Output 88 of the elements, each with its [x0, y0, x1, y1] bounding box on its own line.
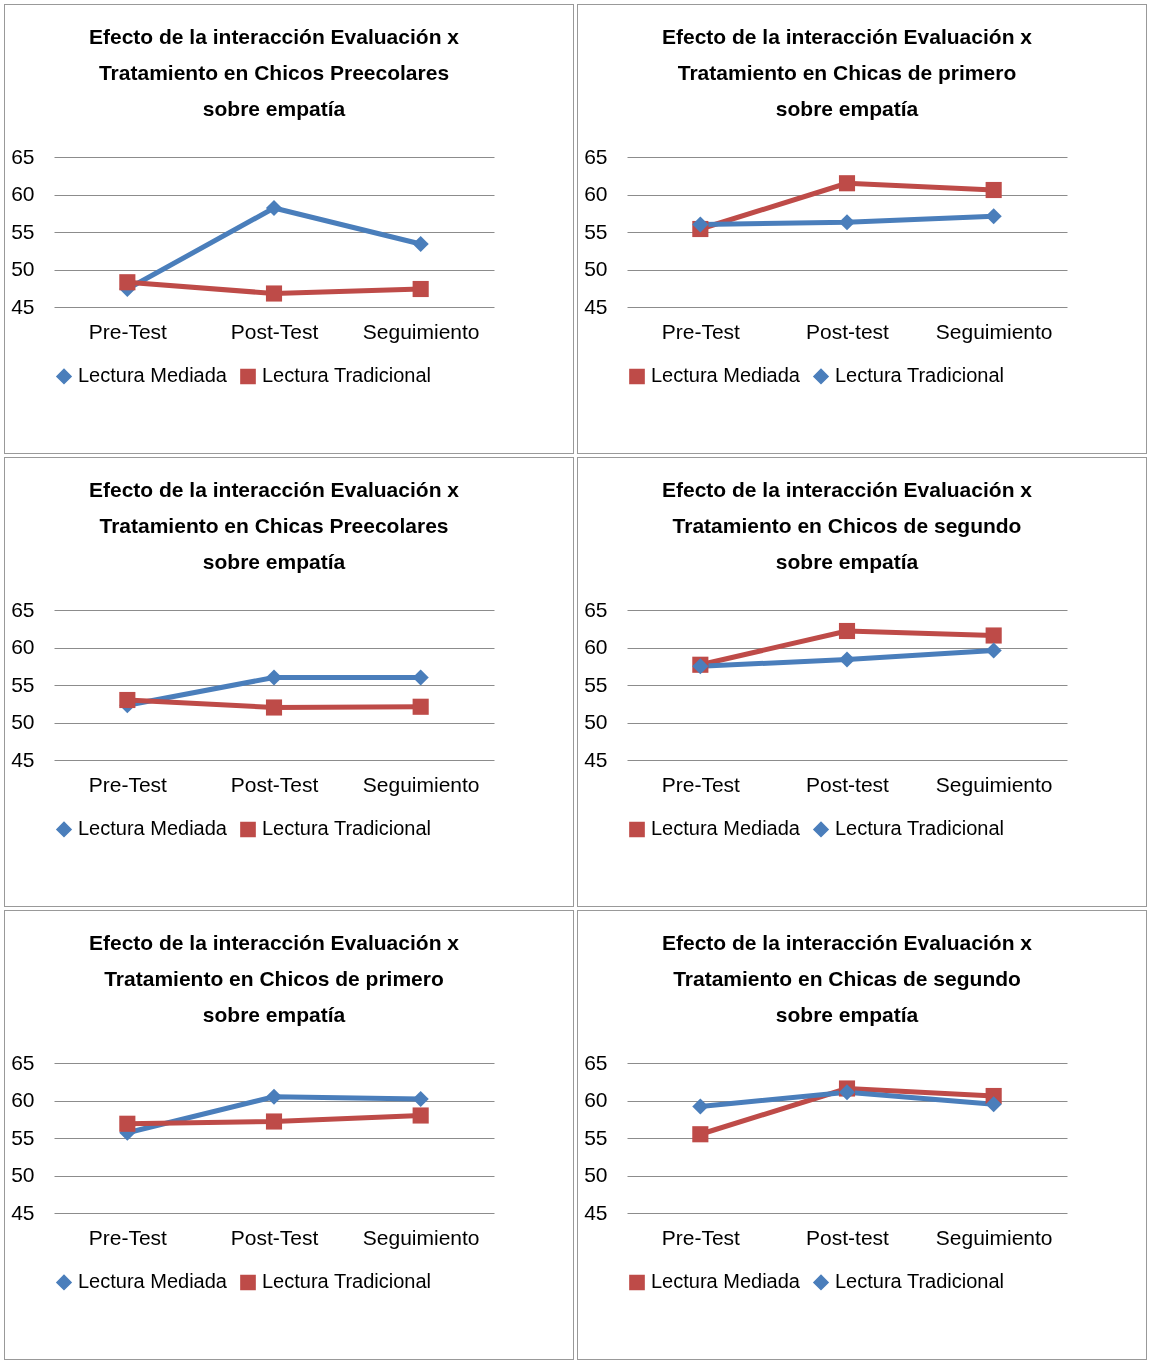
x-tick-label: Post-Test — [230, 772, 319, 796]
point — [985, 1096, 1002, 1113]
y-tick-label: 65 — [584, 1050, 608, 1074]
y-tick-label: 50 — [11, 257, 35, 280]
x-tick-label: Seguimiento — [935, 319, 1053, 343]
point — [119, 1115, 136, 1132]
chart-title: Efecto de la interacción Evaluación x Tratamiento en Chicas Preecolares sobre empatía — [89, 478, 460, 573]
y-tick-label: 65 — [11, 1050, 35, 1074]
legend-label: Lectura Mediada — [651, 364, 801, 387]
chart-title: Efecto de la interacción Evaluación x Tratamiento en Chicos de primero sobre empatía — [89, 931, 460, 1026]
point — [838, 651, 856, 668]
y-tick-label: 50 — [11, 710, 35, 733]
point — [412, 1107, 429, 1124]
x-tick-label: Post-Test — [230, 319, 319, 343]
point — [119, 274, 136, 291]
x-tick-label: Pre-Test — [661, 319, 741, 343]
x-tick-label: Seguimiento — [362, 772, 480, 796]
y-tick-label: 50 — [584, 257, 608, 280]
y-tick-label: 55 — [11, 219, 35, 243]
y-tick-label: 45 — [11, 1200, 35, 1224]
point — [692, 1126, 709, 1143]
y-tick-label: 55 — [584, 1125, 608, 1149]
legend-label: Lectura Tradicional — [835, 817, 1004, 840]
legend-label: Lectura Mediada — [78, 1270, 228, 1293]
y-tick-label: 50 — [584, 1163, 608, 1186]
y-tick-label: 45 — [11, 294, 35, 318]
point — [838, 622, 856, 640]
chart-title: Efecto de la interacción Evaluación x Tratamiento en Chicos Preecolares sobre empatía — [89, 25, 460, 120]
point — [985, 627, 1002, 644]
x-tick-label: Pre-Test — [88, 772, 168, 796]
y-tick-label: 60 — [584, 182, 608, 205]
y-tick-label: 45 — [584, 1200, 608, 1224]
point — [985, 642, 1002, 659]
y-tick-label: 55 — [11, 1125, 35, 1149]
point — [985, 181, 1002, 199]
y-tick-label: 50 — [584, 710, 608, 733]
point — [119, 691, 136, 709]
x-tick-label: Pre-Test — [88, 1225, 168, 1249]
x-tick-label: Seguimiento — [935, 1225, 1053, 1249]
x-tick-label: Seguimiento — [362, 1225, 480, 1249]
y-tick-label: 65 — [584, 144, 608, 168]
y-tick-label: 65 — [11, 597, 35, 621]
x-tick-label: Post-Test — [230, 1225, 319, 1249]
y-tick-label: 60 — [11, 182, 35, 205]
x-tick-label: Pre-Test — [661, 772, 741, 796]
x-tick-label: Post-test — [806, 1225, 890, 1249]
point — [692, 216, 709, 233]
y-tick-label: 45 — [584, 747, 608, 771]
x-tick-label: Post-test — [806, 772, 890, 796]
legend-label: Lectura Tradicional — [262, 364, 431, 387]
y-tick-label: 60 — [11, 1088, 35, 1111]
y-tick-label: 65 — [11, 144, 35, 168]
chart-title: Efecto de la interacción Evaluación x Tratamiento en Chicas de primero sobre empatía — [662, 25, 1033, 120]
x-tick-label: Pre-Test — [88, 319, 168, 343]
point — [265, 285, 283, 302]
legend-label: Lectura Tradicional — [262, 817, 431, 840]
y-tick-label: 60 — [11, 635, 35, 658]
point — [838, 175, 856, 192]
y-tick-label: 50 — [11, 1163, 35, 1186]
point — [265, 199, 283, 217]
x-tick-label: Seguimiento — [362, 319, 480, 343]
legend-label: Lectura Tradicional — [262, 1270, 431, 1293]
point — [265, 1113, 283, 1130]
legend-label: Lectura Mediada — [651, 817, 801, 840]
legend-label: Lectura Tradicional — [835, 364, 1004, 387]
y-tick-label: 45 — [584, 294, 608, 318]
y-tick-label: 55 — [584, 219, 608, 243]
y-tick-label: 55 — [584, 672, 608, 696]
legend-label: Lectura Mediada — [78, 817, 228, 840]
chart-title: Efecto de la interacción Evaluación x Tratamiento en Chicas de segundo sobre empatía — [662, 931, 1033, 1026]
legend-label: Lectura Mediada — [651, 1270, 801, 1293]
point — [412, 280, 429, 298]
y-tick-label: 60 — [584, 635, 608, 658]
x-tick-label: Post-test — [806, 319, 890, 343]
point — [692, 1098, 709, 1115]
point — [412, 235, 429, 253]
point — [838, 1084, 856, 1101]
point — [412, 698, 429, 715]
chart-title: Efecto de la interacción Evaluación x Tratamiento en Chicos de segundo sobre empatía — [662, 478, 1033, 573]
legend-label: Lectura Tradicional — [835, 1270, 1004, 1293]
legend-label: Lectura Mediada — [78, 364, 228, 387]
y-tick-label: 60 — [584, 1088, 608, 1111]
y-tick-label: 65 — [584, 597, 608, 621]
y-tick-label: 55 — [11, 672, 35, 696]
x-tick-label: Seguimiento — [935, 772, 1053, 796]
point — [265, 699, 283, 716]
y-tick-label: 45 — [11, 747, 35, 771]
x-tick-label: Pre-Test — [661, 1225, 741, 1249]
